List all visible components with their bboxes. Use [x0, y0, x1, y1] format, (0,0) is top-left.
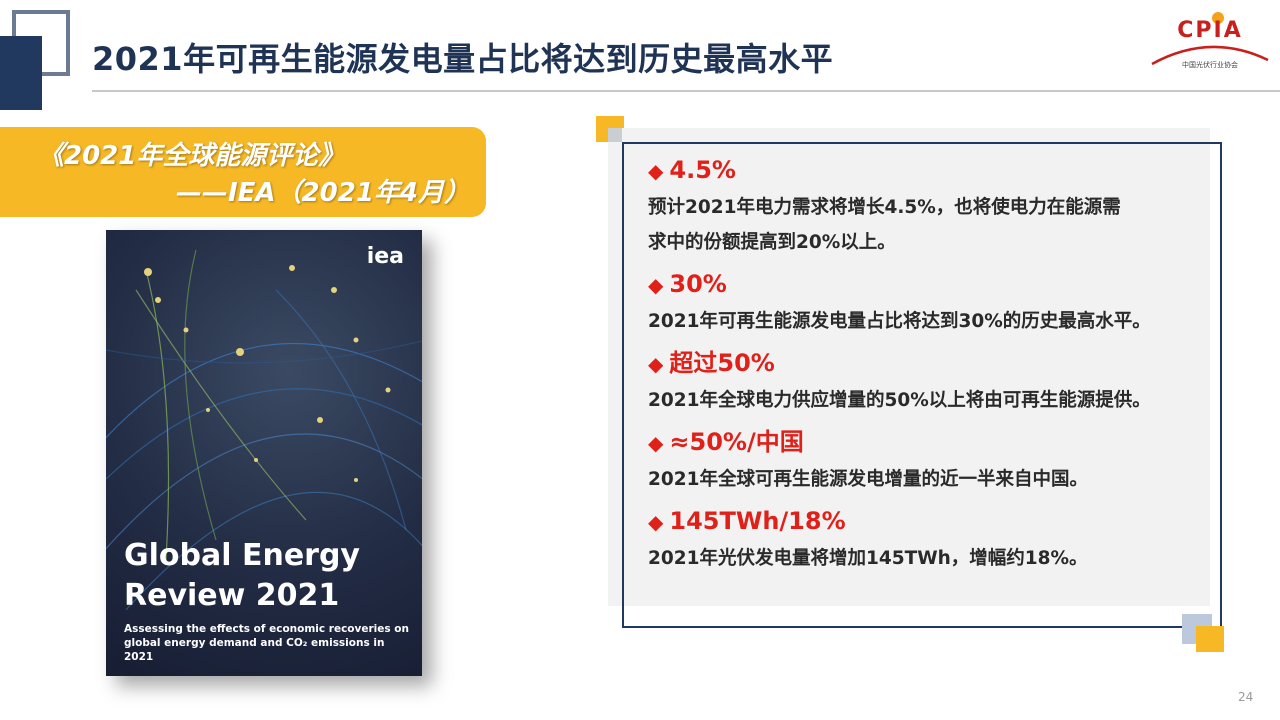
- fact-description: 2021年全球可再生能源发电增量的近一半来自中国。: [648, 462, 1214, 497]
- fact-item: ◆ 145TWh/18% 2021年光伏发电量将增加145TWh，增幅约18%。: [648, 501, 1214, 576]
- fact-description: 2021年光伏发电量将增加145TWh，增幅约18%。: [648, 541, 1214, 576]
- cpia-logo: CPIA 中国光伏行业协会: [1148, 10, 1272, 72]
- fact-item: ◆ 4.5% 预计2021年电力需求将增长4.5%，也将使电力在能源需 求中的份额提…: [648, 150, 1214, 260]
- report-cover-image: iea Global Energy Review 2021 Assessing …: [106, 230, 422, 676]
- fact-item: ◆ ≈50%/中国 2021年全球可再生能源发电增量的近一半来自中国。: [648, 422, 1214, 497]
- cover-subtitle: Assessing the effects of economic recove…: [124, 623, 409, 663]
- fact-headline: ◆ 4.5%: [648, 150, 1214, 190]
- cover-title-line2: Review 2021: [124, 578, 340, 613]
- fact-line: 2021年可再生能源发电量占比将达到30%的历史最高水平。: [648, 311, 1151, 332]
- fact-headline: ◆ ≈50%/中国: [648, 422, 1214, 462]
- source-publisher: ——IEA（2021年4月）: [176, 178, 471, 208]
- fact-line: 2021年光伏发电量将增加145TWh，增幅约18%。: [648, 548, 1088, 569]
- diamond-bullet-icon: ◆: [648, 159, 664, 183]
- fact-value: 超过50%: [669, 349, 775, 377]
- fact-line: 2021年全球电力供应增量的50%以上将由可再生能源提供。: [648, 390, 1151, 411]
- fact-value: 30%: [669, 270, 727, 298]
- diamond-bullet-icon: ◆: [648, 273, 664, 297]
- facts-panel-frame: [622, 142, 1222, 628]
- logo-text: CPIA: [1177, 18, 1243, 43]
- fact-item: ◆ 超过50% 2021年全球电力供应增量的50%以上将由可再生能源提供。: [648, 343, 1214, 418]
- fact-description: 2021年全球电力供应增量的50%以上将由可再生能源提供。: [648, 383, 1214, 418]
- panel-corner-accent-bottom: [1196, 626, 1224, 652]
- fact-item: ◆ 30% 2021年可再生能源发电量占比将达到30%的历史最高水平。: [648, 264, 1214, 339]
- cover-title: Global Energy Review 2021: [124, 536, 414, 616]
- facts-panel-background: [608, 128, 1210, 606]
- source-banner: [0, 127, 486, 217]
- page-title: 2021年可再生能源发电量占比将达到历史最高水平: [92, 40, 834, 78]
- key-facts-list: ◆ 4.5% 预计2021年电力需求将增长4.5%，也将使电力在能源需 求中的份额提…: [648, 150, 1214, 580]
- source-report-title: 《2021年全球能源评论》: [38, 141, 345, 171]
- fact-line: 预计2021年电力需求将增长4.5%，也将使电力在能源需: [648, 197, 1121, 218]
- fact-headline: ◆ 超过50%: [648, 343, 1214, 383]
- fact-value: 145TWh/18%: [669, 507, 846, 535]
- diamond-bullet-icon: ◆: [648, 352, 664, 376]
- fact-headline: ◆ 145TWh/18%: [648, 501, 1214, 541]
- logo-subtitle: 中国光伏行业协会: [1182, 61, 1238, 69]
- cover-brand: iea: [366, 244, 404, 269]
- fact-line: 求中的份额提高到20%以上。: [648, 232, 896, 253]
- cover-globe-art: [106, 249, 422, 611]
- diamond-bullet-icon: ◆: [648, 431, 664, 455]
- fact-description: 预计2021年电力需求将增长4.5%，也将使电力在能源需 求中的份额提高到20%以…: [648, 190, 1214, 260]
- title-decoration-block: [0, 36, 42, 110]
- fact-headline: ◆ 30%: [648, 264, 1214, 304]
- page-number: 24: [1238, 690, 1254, 704]
- logo-swoosh-icon: [1151, 12, 1269, 66]
- fact-line: 2021年全球可再生能源发电增量的近一半来自中国。: [648, 469, 1088, 490]
- title-divider: [92, 90, 1280, 92]
- cover-title-line1: Global Energy: [124, 538, 360, 573]
- diamond-bullet-icon: ◆: [648, 510, 664, 534]
- fact-description: 2021年可再生能源发电量占比将达到30%的历史最高水平。: [648, 304, 1214, 339]
- panel-corner-square-top: [608, 128, 622, 142]
- fact-value: 4.5%: [669, 156, 736, 184]
- fact-value: ≈50%/中国: [669, 428, 804, 456]
